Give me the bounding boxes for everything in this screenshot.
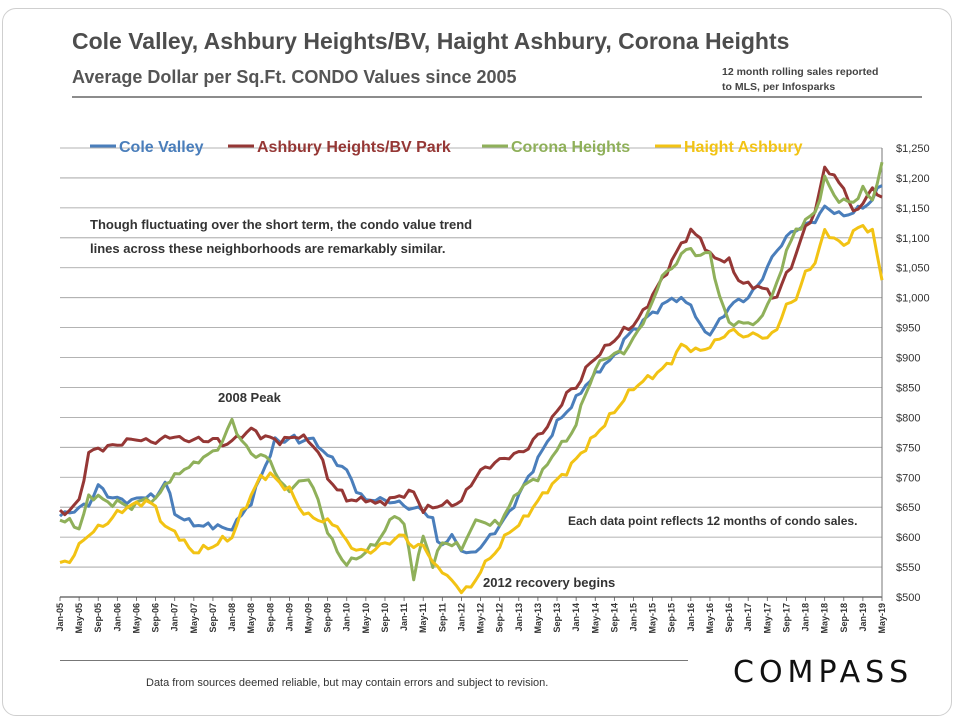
x-tick-label: Jan-07	[170, 603, 180, 632]
x-tick-label: Jan-16	[686, 603, 696, 632]
x-tick-label: May-12	[476, 603, 486, 634]
y-tick-label: $500	[896, 592, 920, 604]
series-line-haight-ashbury	[59, 224, 884, 595]
x-tick-label: Jan-18	[801, 603, 811, 632]
y-tick-label: $900	[896, 353, 920, 365]
x-tick-label: May-14	[590, 603, 600, 634]
y-axis-ticks: $500 $550 $600 $650 $700 $750 $800 $850 $900 $950…	[896, 143, 930, 604]
x-tick-label: Jan-19	[858, 603, 868, 632]
legend-label: Corona Heights	[511, 139, 630, 156]
x-tick-label: Sep-16	[724, 603, 734, 633]
x-tick-label: Jan-05	[55, 603, 65, 632]
x-tick-label: Jan-12	[456, 603, 466, 632]
x-tick-label: Jan-10	[342, 603, 352, 632]
footer-divider	[60, 660, 688, 661]
annotation-2008-peak: 2008 Peak	[218, 390, 282, 405]
slide-card	[2, 8, 952, 716]
series-lines	[58, 161, 884, 595]
title-divider	[72, 96, 922, 98]
x-tick-label: May-09	[304, 603, 314, 634]
y-tick-label: $650	[896, 502, 920, 514]
series-line-corona-heights	[59, 161, 884, 582]
x-tick-label: Sep-14	[609, 603, 619, 633]
y-tick-label: $1,200	[896, 173, 930, 185]
page-title: Cole Valley, Ashbury Heights/BV, Haight …	[72, 28, 790, 54]
x-tick-label: May-19	[877, 603, 887, 634]
x-tick-label: Sep-10	[380, 603, 390, 633]
source-note-line-2: to MLS, per Infosparks	[722, 81, 836, 93]
x-tick-label: May-13	[533, 603, 543, 634]
x-tick-label: May-10	[361, 603, 371, 634]
y-tick-label: $600	[896, 532, 920, 544]
x-tick-label: May-08	[246, 603, 256, 634]
x-tick-label: Jan-06	[112, 603, 122, 632]
y-tick-label: $750	[896, 442, 920, 454]
legend-label: Cole Valley	[119, 139, 204, 156]
footer-disclaimer: Data from sources deemed reliable, but m…	[146, 677, 549, 689]
y-tick-label: $700	[896, 472, 920, 484]
legend-label: Haight Ashbury	[684, 139, 803, 156]
y-tick-label: $1,150	[896, 203, 930, 215]
x-tick-label: Jan-11	[399, 603, 409, 631]
y-tick-label: $950	[896, 323, 920, 335]
grid-lines	[59, 147, 883, 601]
x-tick-label: May-15	[648, 603, 658, 634]
series-line-ashbury-heights-bv-park	[58, 165, 883, 517]
annotation-sales-note: Each data point reflects 12 months of co…	[568, 514, 857, 528]
source-note-line-1: 12 month rolling sales reported	[722, 66, 879, 78]
compass-logo: COMPASS	[733, 655, 914, 690]
y-tick-label: $1,050	[896, 263, 930, 275]
x-axis-ticks: Jan-05 May-05 Sep-05 Jan-06 May-06 Sep-06 Jan-…	[55, 603, 887, 634]
x-tick-label: Jan-14	[571, 603, 581, 632]
legend-label: Ashbury Heights/BV Park	[257, 139, 451, 156]
series-line-cole-valley	[58, 184, 883, 555]
x-tick-label: Sep-17	[781, 603, 791, 633]
x-tick-label: May-17	[762, 603, 772, 634]
x-tick-label: May-06	[131, 603, 141, 634]
legend: Cole Valley Ashbury Heights/BV Park Corona…	[90, 139, 803, 156]
x-tick-label: Jan-13	[514, 603, 524, 632]
x-tick-label: Jan-09	[284, 603, 294, 632]
annotation-trend-line-1: Though fluctuating over the short term, …	[90, 217, 472, 232]
x-tick-label: Sep-05	[93, 603, 103, 633]
y-tick-label: $1,250	[896, 143, 930, 155]
annotation-2012-recovery: 2012 recovery begins	[483, 575, 615, 590]
y-tick-label: $1,000	[896, 293, 930, 305]
x-tick-label: Sep-12	[495, 603, 505, 633]
y-tick-label: $850	[896, 382, 920, 394]
x-tick-label: May-18	[820, 603, 830, 634]
source-note: 12 month rolling sales reported to MLS, …	[722, 65, 902, 95]
x-tick-label: Jan-17	[743, 603, 753, 632]
x-tick-label: Sep-11	[437, 603, 447, 632]
y-tick-label: $800	[896, 412, 920, 424]
x-tick-label: May-05	[74, 603, 84, 634]
y-tick-label: $1,100	[896, 233, 930, 245]
x-tick-label: May-07	[189, 603, 199, 634]
x-tick-label: Sep-18	[839, 603, 849, 633]
x-tick-label: May-11	[418, 603, 428, 633]
x-tick-label: Sep-09	[323, 603, 333, 633]
x-tick-label: May-16	[705, 603, 715, 634]
chart-subtitle: Average Dollar per Sq.Ft. CONDO Values s…	[72, 67, 517, 87]
y-tick-label: $550	[896, 562, 920, 574]
x-tick-label: Sep-08	[265, 603, 275, 633]
x-tick-label: Jan-15	[628, 603, 638, 632]
x-tick-label: Sep-07	[208, 603, 218, 633]
x-tick-label: Sep-06	[151, 603, 161, 633]
x-tick-label: Jan-08	[227, 603, 237, 632]
x-tick-label: Sep-15	[667, 603, 677, 633]
x-tick-label: Sep-13	[552, 603, 562, 633]
annotation-trend-line-2: lines across these neighborhoods are rem…	[90, 241, 445, 256]
